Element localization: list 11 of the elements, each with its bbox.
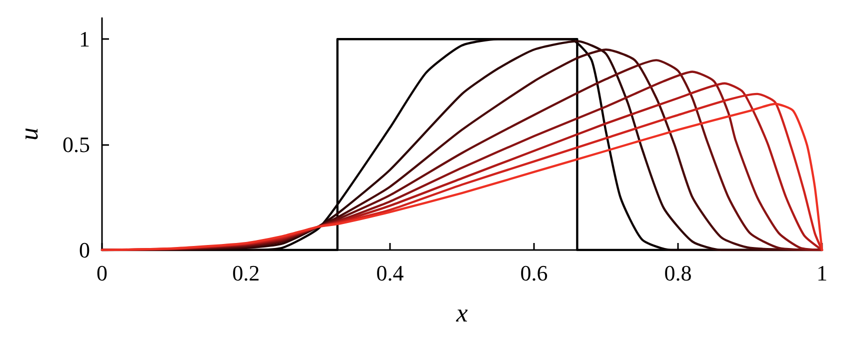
- x-axis-title: x: [455, 298, 468, 328]
- y-tick-label: 1: [79, 26, 90, 52]
- x-tick-label: 0: [96, 260, 108, 286]
- x-tick-label: 1: [816, 260, 828, 286]
- y-tick-label: 0.5: [62, 132, 90, 158]
- x-tick-label: 0.8: [664, 260, 692, 286]
- y-tick-label: 0: [79, 238, 90, 262]
- y-axis-title: u: [14, 128, 44, 140]
- x-tick-label: 0.6: [520, 260, 548, 286]
- x-tick-label: 0.4: [376, 260, 404, 286]
- x-tick-label: 0.2: [232, 260, 260, 286]
